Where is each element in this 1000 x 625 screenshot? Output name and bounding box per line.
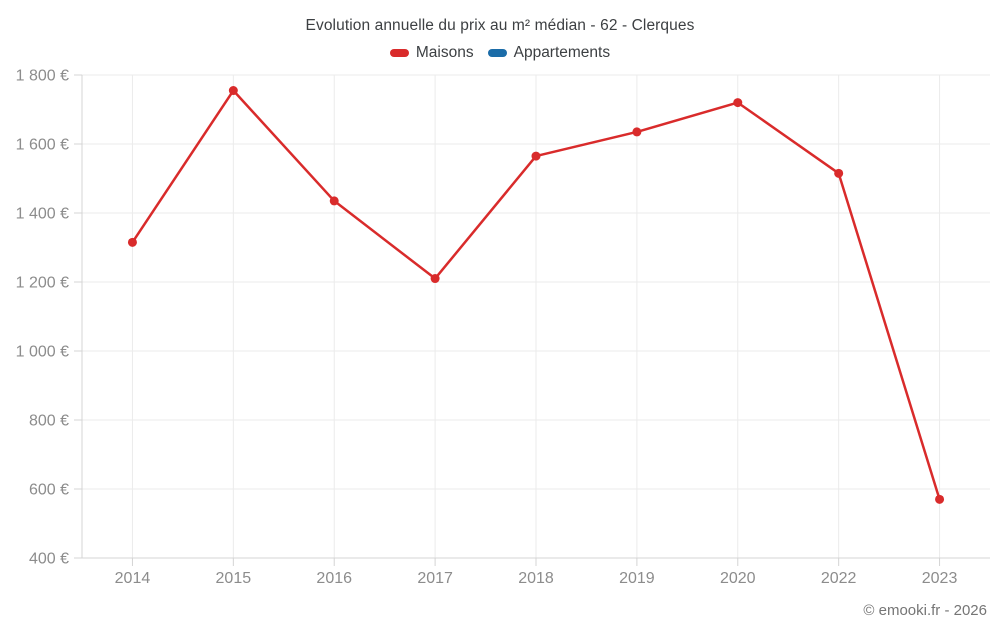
x-tick-label: 2014 bbox=[115, 570, 151, 587]
data-point-maisons-2015[interactable] bbox=[228, 86, 238, 96]
data-point-maisons-2023[interactable] bbox=[935, 494, 945, 504]
watermark: © emooki.fr - 2026 bbox=[863, 602, 987, 619]
legend-item-appartements[interactable]: Appartements bbox=[487, 44, 611, 62]
y-tick-label: 600 € bbox=[29, 482, 69, 499]
x-tick-label: 2015 bbox=[216, 570, 252, 587]
legend-label-appartements: Appartements bbox=[513, 44, 611, 61]
chart-title: Evolution annuelle du prix au m² médian … bbox=[305, 17, 695, 34]
data-point-maisons-2022[interactable] bbox=[834, 168, 844, 178]
x-tick-label: 2022 bbox=[821, 570, 857, 587]
legend: Maisons Appartements bbox=[0, 44, 1000, 62]
x-tick-label: 2019 bbox=[619, 570, 655, 587]
data-point-maisons-2014[interactable] bbox=[127, 237, 137, 247]
x-tick-label: 2020 bbox=[720, 570, 756, 587]
y-tick-label: 400 € bbox=[29, 551, 69, 568]
y-tick-label: 1 600 € bbox=[16, 137, 69, 154]
y-tick-label: 1 800 € bbox=[16, 68, 69, 85]
data-point-maisons-2020[interactable] bbox=[733, 98, 743, 108]
maisons-series-swatch-icon bbox=[389, 49, 409, 57]
y-tick-label: 1 400 € bbox=[16, 206, 69, 223]
x-tick-label: 2023 bbox=[922, 570, 958, 587]
y-tick-label: 800 € bbox=[29, 413, 69, 430]
data-point-maisons-2017[interactable] bbox=[430, 274, 440, 284]
x-tick-label: 2018 bbox=[518, 570, 554, 587]
data-point-maisons-2019[interactable] bbox=[632, 127, 642, 137]
data-point-maisons-2018[interactable] bbox=[531, 151, 541, 161]
y-tick-label: 1 000 € bbox=[16, 344, 69, 361]
legend-item-maisons[interactable]: Maisons bbox=[389, 44, 474, 62]
legend-label-maisons: Maisons bbox=[415, 44, 474, 61]
data-point-maisons-2016[interactable] bbox=[329, 196, 339, 206]
x-tick-label: 2017 bbox=[417, 570, 453, 587]
y-tick-label: 1 200 € bbox=[16, 275, 69, 292]
x-tick-label: 2016 bbox=[316, 570, 352, 587]
appartements-series-swatch-icon bbox=[487, 49, 507, 57]
